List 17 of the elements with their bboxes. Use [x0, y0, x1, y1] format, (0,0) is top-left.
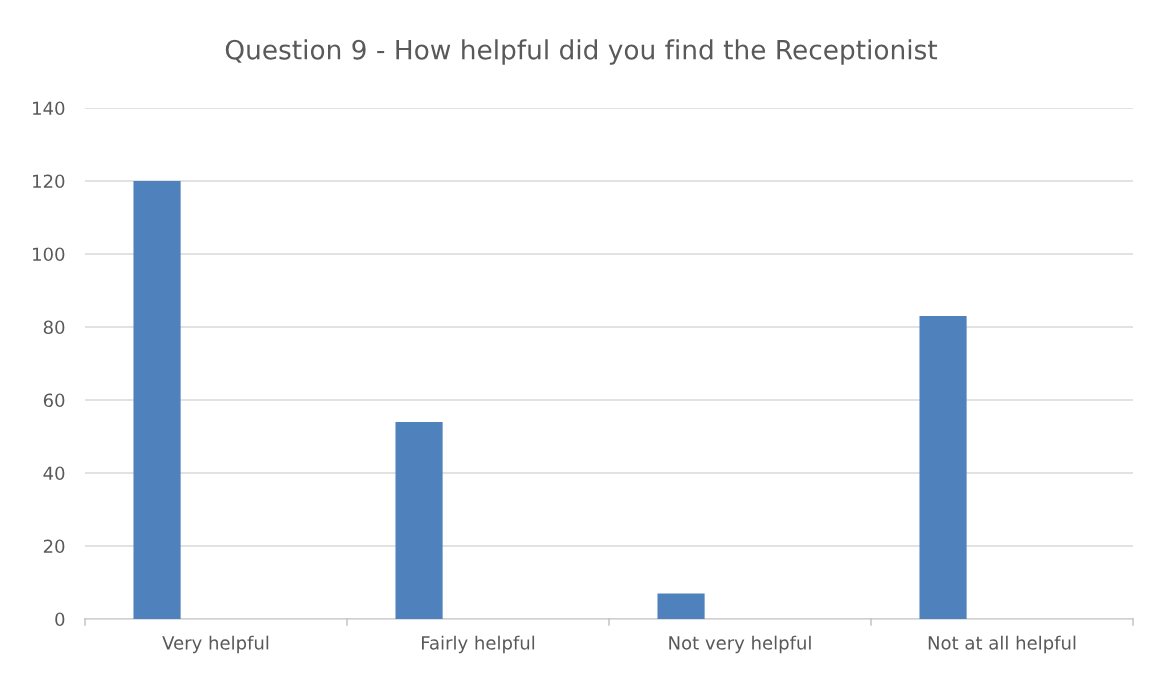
y-tick-label: 80 — [43, 320, 65, 335]
y-tick-label: 60 — [43, 393, 65, 408]
bar — [657, 593, 705, 619]
x-tick-label: Not very helpful — [669, 635, 811, 654]
x-tick-label: Very helpful — [162, 635, 269, 654]
y-tick-label: 100 — [33, 247, 65, 262]
bar — [395, 421, 443, 619]
x-tick-label: Not at all helpful — [928, 635, 1076, 654]
y-tick-label: 40 — [43, 466, 65, 481]
x-tick-label: Fairly helpful — [422, 635, 535, 654]
chart-title: Question 9 - How helpful did you find the Receptionist — [225, 39, 938, 65]
y-tick-label: 140 — [33, 101, 65, 116]
y-tick-label: 0 — [55, 612, 65, 627]
y-tick-label: 20 — [43, 539, 65, 554]
bar — [919, 316, 967, 619]
bar — [133, 181, 181, 619]
y-tick-label: 120 — [33, 174, 65, 189]
